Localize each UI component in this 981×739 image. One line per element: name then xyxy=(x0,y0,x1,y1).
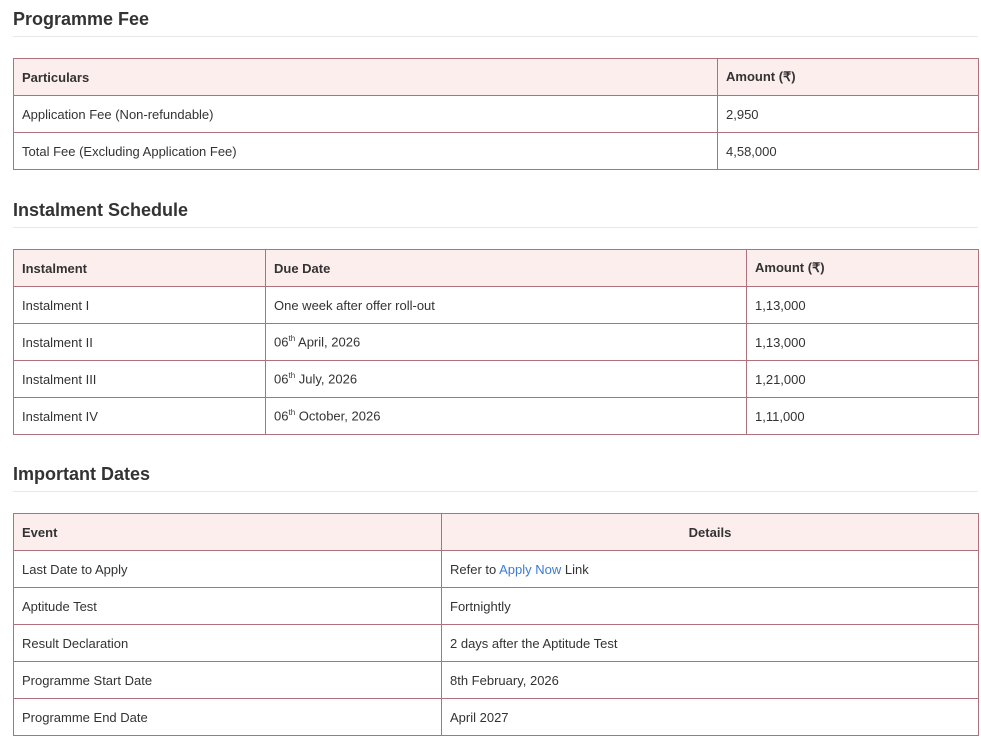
important-dates-heading: Important Dates xyxy=(13,464,151,484)
column-header: Instalment xyxy=(13,249,266,287)
table-row: Instalment III 06th July, 2026 1,21,000 xyxy=(13,360,979,398)
programme-fee-heading: Programme Fee xyxy=(13,9,150,29)
apply-now-link[interactable]: Apply Now xyxy=(499,561,562,577)
cell: 06th April, 2026 xyxy=(265,323,747,361)
table-row: Instalment IV 06th October, 2026 1,11,000 xyxy=(13,397,979,435)
cell: 1,11,000 xyxy=(746,397,979,435)
column-header: Amount (₹) xyxy=(746,249,979,287)
table-header-row: Particulars Amount (₹) xyxy=(13,58,979,96)
cell: Last Date to Apply xyxy=(13,550,442,588)
cell: 1,21,000 xyxy=(746,360,979,398)
cell: 8th February, 2026 xyxy=(441,661,979,699)
divider xyxy=(13,36,978,37)
month-year: July, 2026 xyxy=(295,371,358,387)
cell: Fortnightly xyxy=(441,587,979,625)
cell: Instalment I xyxy=(13,286,266,324)
table-header-row: Event Details xyxy=(13,513,979,551)
programme-fee-table: Particulars Amount (₹) Application Fee (N… xyxy=(13,58,979,170)
table-row: Instalment II 06th April, 2026 1,13,000 xyxy=(13,323,979,361)
ordinal: th xyxy=(288,408,296,418)
ordinal: th xyxy=(288,334,296,344)
column-header: Due Date xyxy=(265,249,747,287)
cell: 1,13,000 xyxy=(746,323,979,361)
ordinal: th xyxy=(288,371,296,381)
cell: Programme End Date xyxy=(13,698,442,736)
cell: Programme Start Date xyxy=(13,661,442,699)
divider xyxy=(13,491,978,492)
cell: 06th July, 2026 xyxy=(265,360,747,398)
cell: April 2027 xyxy=(441,698,979,736)
table-row: Total Fee (Excluding Application Fee) 4,5… xyxy=(13,132,979,170)
instalment-schedule-table: Instalment Due Date Amount (₹) Instalment … xyxy=(13,249,979,435)
column-header: Amount (₹) xyxy=(717,58,979,96)
cell: 1,13,000 xyxy=(746,286,979,324)
important-dates-table: Event Details Last Date to Apply Refer to … xyxy=(13,513,979,736)
cell: 2,950 xyxy=(717,95,979,133)
cell: Aptitude Test xyxy=(13,587,442,625)
month-year: April, 2026 xyxy=(295,334,361,350)
cell: Result Declaration xyxy=(13,624,442,662)
month-year: October, 2026 xyxy=(295,408,381,424)
divider xyxy=(13,227,978,228)
cell: Refer to Apply Now Link xyxy=(441,550,979,588)
cell: Instalment II xyxy=(13,323,266,361)
table-row: Programme End Date April 2027 xyxy=(13,698,979,736)
instalment-schedule-heading: Instalment Schedule xyxy=(13,200,189,220)
table-row: Application Fee (Non-refundable) 2,950 xyxy=(13,95,979,133)
table-row: Instalment I One week after offer roll-ou… xyxy=(13,286,979,324)
cell: 4,58,000 xyxy=(717,132,979,170)
day: 06 xyxy=(274,408,289,424)
table-row: Last Date to Apply Refer to Apply Now Lin… xyxy=(13,550,979,588)
cell: 06th October, 2026 xyxy=(265,397,747,435)
column-header: Particulars xyxy=(13,58,718,96)
text: Link xyxy=(561,561,589,577)
day: 06 xyxy=(274,371,289,387)
table-header-row: Instalment Due Date Amount (₹) xyxy=(13,249,979,287)
cell: Application Fee (Non-refundable) xyxy=(13,95,718,133)
table-row: Aptitude Test Fortnightly xyxy=(13,587,979,625)
day: 06 xyxy=(274,334,289,350)
text: Refer to xyxy=(450,561,500,577)
table-row: Programme Start Date 8th February, 2026 xyxy=(13,661,979,699)
cell: Total Fee (Excluding Application Fee) xyxy=(13,132,718,170)
column-header: Details xyxy=(441,513,979,551)
cell: One week after offer roll-out xyxy=(265,286,747,324)
column-header: Event xyxy=(13,513,442,551)
cell: Instalment III xyxy=(13,360,266,398)
table-row: Result Declaration 2 days after the Aptit… xyxy=(13,624,979,662)
cell: 2 days after the Aptitude Test xyxy=(441,624,979,662)
cell: Instalment IV xyxy=(13,397,266,435)
